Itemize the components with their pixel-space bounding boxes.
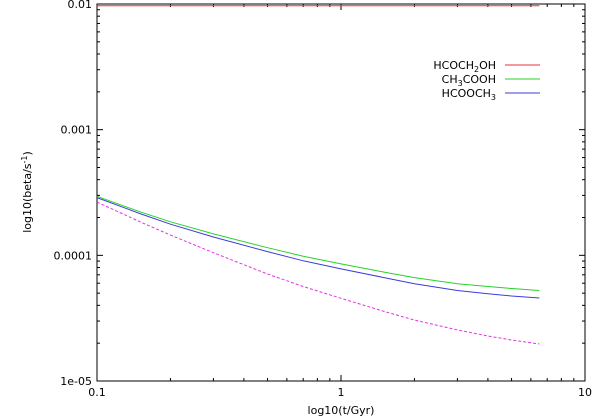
y-tick-label: 0.01 (68, 0, 93, 11)
axis-tick-labels: 0.1 1 10 1e-05 0.0001 0.001 0.01 (54, 0, 593, 399)
series-line-2 (96, 195, 540, 291)
series-line-4 (96, 201, 540, 345)
x-axis-label: log10(t/Gyr) (308, 404, 375, 417)
legend-label-2: CH3COOH (442, 73, 496, 88)
x-tick-label: 10 (578, 386, 592, 399)
series-line-3 (96, 197, 540, 299)
legend-label-3: HCOOCH3 (442, 87, 496, 102)
x-tick-label: 1 (338, 386, 345, 399)
y-tick-label: 0.0001 (54, 249, 93, 262)
y-axis-label-close: ) (21, 151, 34, 155)
y-axis-label-main: log10(beta/s (21, 163, 34, 233)
y-tick-label: 0.001 (61, 124, 93, 137)
axis-ticks (96, 3, 586, 382)
x-tick-label: 0.1 (88, 386, 106, 399)
y-tick-label: 1e-05 (60, 375, 92, 388)
y-axis-label: log10(beta/s-1) (20, 151, 34, 233)
legend-label-1: HCOCH2OH (433, 59, 496, 74)
plot-frame (96, 3, 586, 382)
series-lines (96, 5, 540, 345)
y-axis-label-superscript: -1 (20, 156, 29, 164)
